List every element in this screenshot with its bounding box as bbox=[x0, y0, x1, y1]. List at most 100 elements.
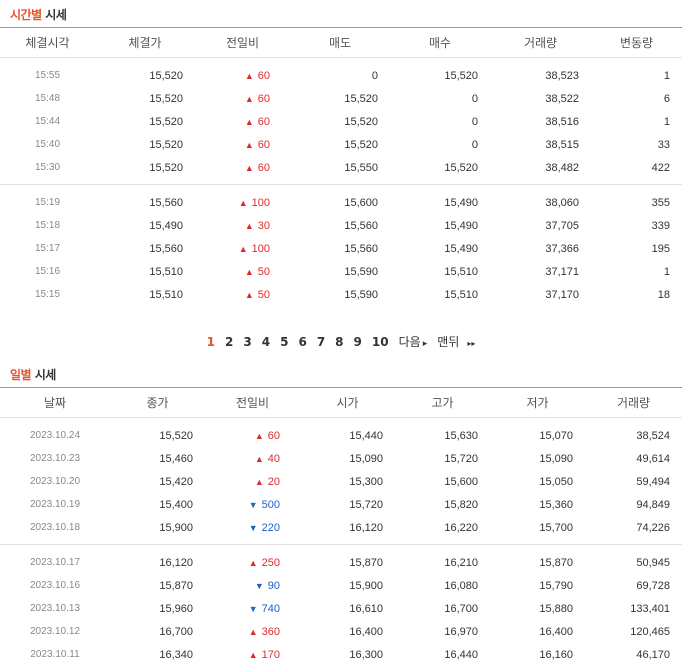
date-cell: 2023.10.17 bbox=[0, 551, 110, 574]
triangle-up-icon: ▲ bbox=[249, 627, 258, 637]
bid-cell: 0 bbox=[390, 87, 490, 110]
high-cell: 15,720 bbox=[395, 447, 490, 470]
bid-cell: 15,490 bbox=[390, 191, 490, 214]
delta-cell: 1 bbox=[591, 110, 682, 133]
triangle-up-icon: ▲ bbox=[249, 558, 258, 568]
volume-cell: 49,614 bbox=[585, 447, 682, 470]
open-cell: 16,120 bbox=[300, 516, 395, 539]
date-cell: 2023.10.12 bbox=[0, 620, 110, 643]
time-cell: 15:19 bbox=[0, 191, 95, 214]
last-page-link[interactable]: 맨뒤▸▸ bbox=[437, 333, 475, 350]
ask-cell: 15,520 bbox=[290, 110, 390, 133]
hourly-title-accent: 시간별 bbox=[10, 8, 42, 22]
delta-cell: 1 bbox=[591, 64, 682, 87]
volume-cell: 37,705 bbox=[490, 214, 591, 237]
triangle-up-icon: ▲ bbox=[255, 431, 264, 441]
change-cell: ▲100 bbox=[195, 191, 290, 214]
volume-cell: 59,494 bbox=[585, 470, 682, 493]
page-link-6[interactable]: 6 bbox=[298, 335, 306, 349]
col-header-time: 체결시각 bbox=[0, 28, 95, 58]
volume-cell: 46,170 bbox=[585, 643, 682, 666]
triangle-up-icon: ▲ bbox=[245, 117, 254, 127]
page-link-5[interactable]: 5 bbox=[280, 335, 288, 349]
col-header-low: 저가 bbox=[490, 388, 585, 418]
daily-title-accent: 일별 bbox=[10, 368, 31, 382]
change-cell: ▲60 bbox=[195, 110, 290, 133]
volume-cell: 37,171 bbox=[490, 260, 591, 283]
change-value: 500 bbox=[262, 499, 280, 511]
bid-cell: 15,510 bbox=[390, 283, 490, 306]
col-header-volume: 거래량 bbox=[490, 28, 591, 58]
delta-cell: 18 bbox=[591, 283, 682, 306]
page-link-10[interactable]: 10 bbox=[372, 335, 389, 349]
ask-cell: 15,590 bbox=[290, 260, 390, 283]
high-cell: 15,820 bbox=[395, 493, 490, 516]
hourly-title-rest: 시세 bbox=[42, 8, 67, 22]
bid-cell: 0 bbox=[390, 133, 490, 156]
date-cell: 2023.10.23 bbox=[0, 447, 110, 470]
change-value: 60 bbox=[268, 430, 280, 442]
close-cell: 16,120 bbox=[110, 551, 205, 574]
page-link-1[interactable]: 1 bbox=[207, 335, 215, 349]
ask-cell: 15,560 bbox=[290, 214, 390, 237]
open-cell: 16,610 bbox=[300, 597, 395, 620]
page-link-4[interactable]: 4 bbox=[262, 335, 270, 349]
next-page-link[interactable]: 다음▸ bbox=[399, 333, 428, 350]
change-cell: ▲40 bbox=[205, 447, 300, 470]
time-cell: 15:30 bbox=[0, 156, 95, 179]
col-header-delta: 변동량 bbox=[591, 28, 682, 58]
change-value: 170 bbox=[262, 649, 280, 661]
time-cell: 15:55 bbox=[0, 64, 95, 87]
page-link-9[interactable]: 9 bbox=[354, 335, 362, 349]
volume-cell: 37,170 bbox=[490, 283, 591, 306]
low-cell: 15,790 bbox=[490, 574, 585, 597]
change-value: 250 bbox=[262, 557, 280, 569]
spacer-row bbox=[0, 666, 682, 672]
volume-cell: 74,226 bbox=[585, 516, 682, 539]
page-link-8[interactable]: 8 bbox=[335, 335, 343, 349]
col-header-date: 날짜 bbox=[0, 388, 110, 418]
bid-cell: 0 bbox=[390, 110, 490, 133]
delta-cell: 6 bbox=[591, 87, 682, 110]
col-header-high: 고가 bbox=[395, 388, 490, 418]
triangle-down-icon: ▼ bbox=[249, 500, 258, 510]
page-link-2[interactable]: 2 bbox=[225, 335, 233, 349]
triangle-up-icon: ▲ bbox=[239, 244, 248, 254]
change-cell: ▲60 bbox=[195, 64, 290, 87]
change-value: 50 bbox=[258, 266, 270, 278]
volume-cell: 38,522 bbox=[490, 87, 591, 110]
time-cell: 15:40 bbox=[0, 133, 95, 156]
triangle-up-icon: ▲ bbox=[249, 650, 258, 660]
low-cell: 15,700 bbox=[490, 516, 585, 539]
change-value: 220 bbox=[262, 522, 280, 534]
change-value: 60 bbox=[258, 70, 270, 82]
last-label: 맨뒤 bbox=[437, 333, 459, 350]
high-cell: 16,970 bbox=[395, 620, 490, 643]
col-header-ask: 매도 bbox=[290, 28, 390, 58]
delta-cell: 355 bbox=[591, 191, 682, 214]
triangle-up-icon: ▲ bbox=[245, 221, 254, 231]
close-cell: 15,460 bbox=[110, 447, 205, 470]
volume-cell: 38,482 bbox=[490, 156, 591, 179]
triangle-down-icon: ▼ bbox=[249, 604, 258, 614]
delta-cell: 1 bbox=[591, 260, 682, 283]
page-link-3[interactable]: 3 bbox=[243, 335, 251, 349]
close-cell: 15,420 bbox=[110, 470, 205, 493]
page-link-7[interactable]: 7 bbox=[317, 335, 325, 349]
open-cell: 15,440 bbox=[300, 424, 395, 447]
date-cell: 2023.10.24 bbox=[0, 424, 110, 447]
change-cell: ▲50 bbox=[195, 260, 290, 283]
triangle-down-icon: ▼ bbox=[255, 581, 264, 591]
time-cell: 15:18 bbox=[0, 214, 95, 237]
bid-cell: 15,490 bbox=[390, 237, 490, 260]
